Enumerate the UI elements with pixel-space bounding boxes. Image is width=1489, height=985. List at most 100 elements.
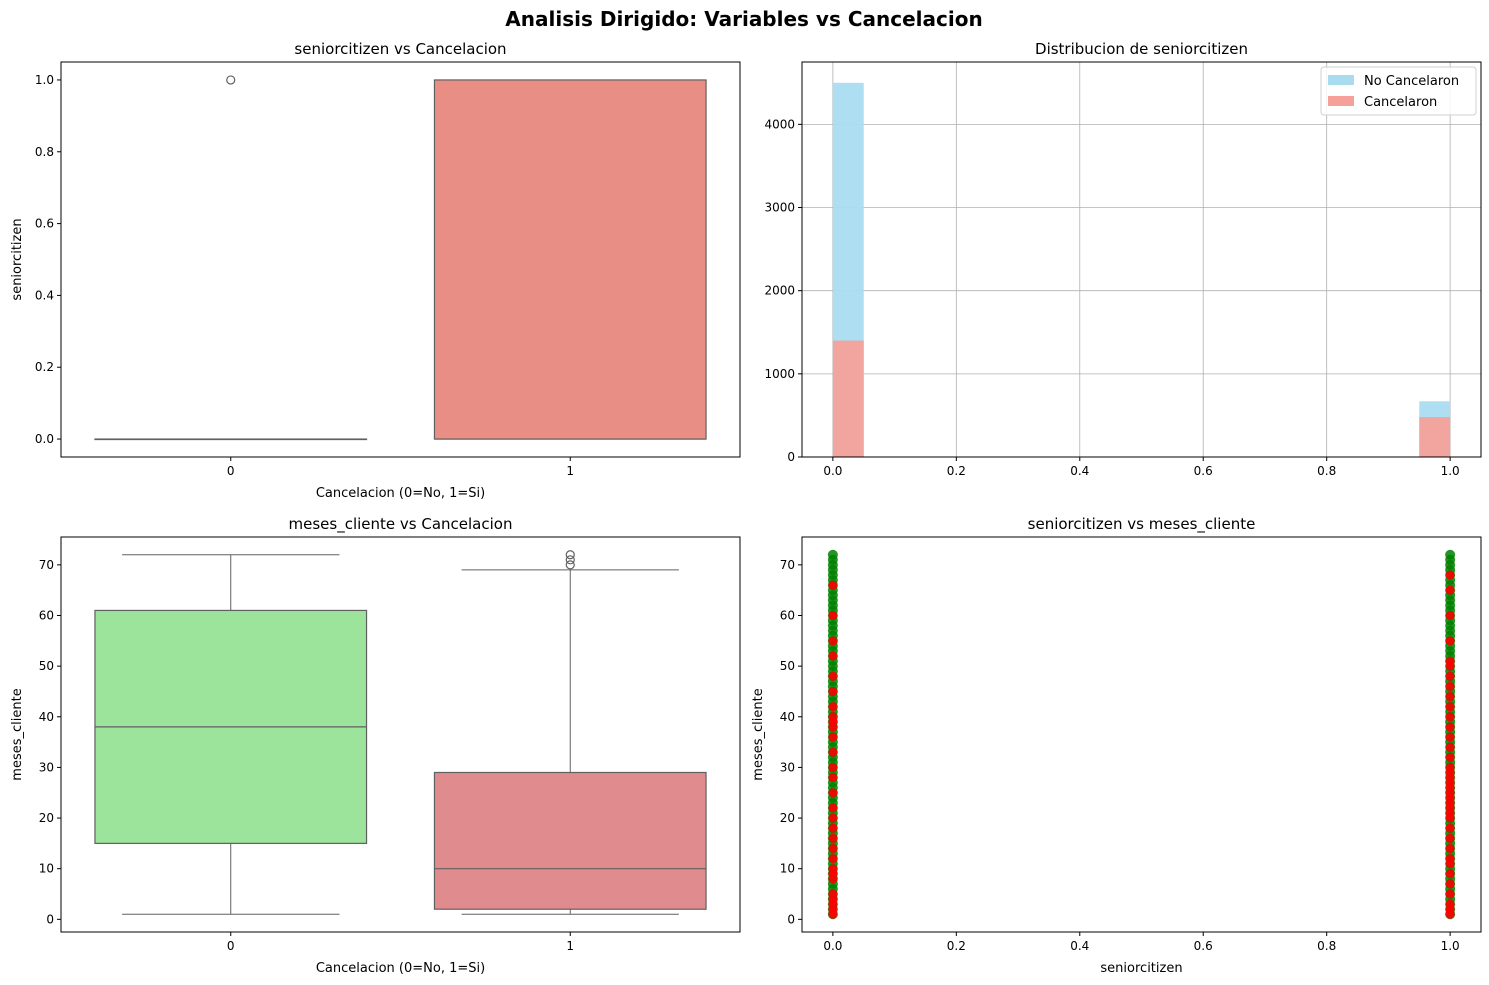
scatter-point-churn xyxy=(1445,854,1455,864)
scatter-seniorcitizen-meses: 0.0 0.2 0.4 0.6 0.8 1.0 0 10 20 30 40 50 60 70 seniorc… xyxy=(751,515,1482,976)
x-tick-label: 0.4 xyxy=(1070,464,1089,478)
box-1 xyxy=(433,771,707,910)
y-tick-label: 70 xyxy=(780,558,795,572)
y-tick-label: 60 xyxy=(780,608,795,622)
scatter-point-churn xyxy=(1445,722,1455,732)
scatter-point-churn xyxy=(1445,692,1455,702)
box-outlier xyxy=(565,550,575,560)
y-tick-label: 0 xyxy=(787,450,795,464)
box-outlier xyxy=(565,555,575,565)
y-tick-label: 0.4 xyxy=(35,288,54,302)
scatter-point-churn xyxy=(1445,681,1455,691)
scatter-point-churn xyxy=(828,747,838,757)
scatter-point-churn xyxy=(1445,823,1455,833)
figure-title: Analisis Dirigido: Variables vs Cancelac… xyxy=(505,7,982,31)
y-tick-label: 0.0 xyxy=(35,432,54,446)
scatter-point-churn xyxy=(828,732,838,742)
y-tick-label: 40 xyxy=(780,710,795,724)
y-tick-label: 40 xyxy=(39,710,54,724)
subplot-title: seniorcitizen vs meses_cliente xyxy=(1028,515,1256,534)
scatter-point-churn xyxy=(1445,702,1455,712)
x-tick-label: 0.0 xyxy=(823,464,842,478)
scatter-point-churn xyxy=(828,671,838,681)
scatter-point-churn xyxy=(1445,712,1455,722)
plot-frame xyxy=(60,61,741,458)
subplot-title: meses_cliente vs Cancelacion xyxy=(289,515,513,534)
scatter-point-churn xyxy=(1445,656,1455,666)
x-tick-label: 0.8 xyxy=(1317,464,1336,478)
y-tick-label: 50 xyxy=(780,659,795,673)
scatter-point-churn xyxy=(1445,879,1455,889)
scatter-point-churn xyxy=(1445,610,1455,620)
histogram-seniorcitizen: 0.0 0.2 0.4 0.6 0.8 1.0 0 1000 2000 3000 4000 Distr… xyxy=(764,40,1482,478)
scatter-point-churn xyxy=(828,580,838,590)
x-tick-label: 0 xyxy=(227,939,235,953)
x-tick-label: 0.8 xyxy=(1317,939,1336,953)
subplot-title: Distribucion de seniorcitizen xyxy=(1035,40,1248,58)
scatter-point-churn xyxy=(1445,671,1455,681)
scatter-point-churn xyxy=(1445,752,1455,762)
plot-frame xyxy=(801,536,1482,933)
legend-frame xyxy=(1320,66,1477,116)
scatter-point-churn xyxy=(828,823,838,833)
y-tick-label: 1000 xyxy=(764,367,795,381)
scatter-point-churn xyxy=(1445,636,1455,646)
legend: No Cancelaron Cancelaron xyxy=(1320,66,1477,116)
y-tick-label: 30 xyxy=(39,760,54,774)
y-tick-label: 20 xyxy=(780,811,795,825)
x-tick-label: 1.0 xyxy=(1441,939,1460,953)
scatter-point-churn xyxy=(828,788,838,798)
y-tick-label: 0.2 xyxy=(35,360,54,374)
y-tick-label: 4000 xyxy=(764,117,795,131)
scatter-point-churn xyxy=(1445,833,1455,843)
x-tick-label: 0 xyxy=(227,464,235,478)
box-outlier xyxy=(226,75,236,85)
scatter-point-churn xyxy=(1445,732,1455,742)
x-axis-label: seniorcitizen xyxy=(1100,961,1182,976)
x-axis-label: Cancelacion (0=No, 1=Si) xyxy=(316,486,485,501)
scatter-point-churn xyxy=(828,762,838,772)
y-tick-label: 20 xyxy=(39,811,54,825)
y-tick-label: 30 xyxy=(780,760,795,774)
scatter-point-churn xyxy=(828,889,838,899)
y-tick-label: 0.8 xyxy=(35,145,54,159)
legend-swatch xyxy=(1328,75,1354,85)
scatter-point-churn xyxy=(1445,570,1455,580)
scatter-point-churn xyxy=(1445,585,1455,595)
plot-frame xyxy=(801,61,1482,458)
legend-swatch xyxy=(1328,96,1354,106)
box-1 xyxy=(433,79,707,440)
x-axis-label: Cancelacion (0=No, 1=Si) xyxy=(316,961,485,976)
x-tick-label: 0.6 xyxy=(1194,464,1213,478)
legend-label: No Cancelaron xyxy=(1364,74,1459,89)
y-tick-label: 70 xyxy=(39,558,54,572)
y-tick-label: 2000 xyxy=(764,284,795,298)
y-axis-label: meses_cliente xyxy=(10,688,25,780)
scatter-point xyxy=(827,549,838,560)
x-tick-label: 0.2 xyxy=(947,464,966,478)
y-tick-label: 0 xyxy=(46,912,54,926)
scatter-point-churn xyxy=(828,843,838,853)
y-tick-label: 50 xyxy=(39,659,54,673)
subplot-title: seniorcitizen vs Cancelacion xyxy=(294,40,506,58)
y-tick-label: 0.6 xyxy=(35,217,54,231)
scatter-point-churn xyxy=(828,651,838,661)
scatter-point-churn xyxy=(1445,899,1455,909)
scatter-point-churn xyxy=(828,686,838,696)
scatter-point xyxy=(1445,549,1456,560)
x-tick-label: 1 xyxy=(566,464,574,478)
scatter-point-churn xyxy=(828,833,838,843)
y-tick-label: 3000 xyxy=(764,201,795,215)
scatter-point-churn xyxy=(1445,762,1455,772)
box-outlier xyxy=(565,560,575,570)
y-tick-label: 0 xyxy=(787,912,795,926)
hist-bar-cancelaron xyxy=(1419,417,1451,457)
scatter-point-churn xyxy=(1445,889,1455,899)
legend-label: Cancelaron xyxy=(1364,95,1437,110)
x-tick-label: 0.6 xyxy=(1194,939,1213,953)
scatter-point-churn xyxy=(828,712,838,722)
scatter-point-churn xyxy=(828,803,838,813)
y-axis-label: meses_cliente xyxy=(751,688,766,780)
x-tick-label: 0.2 xyxy=(947,939,966,953)
